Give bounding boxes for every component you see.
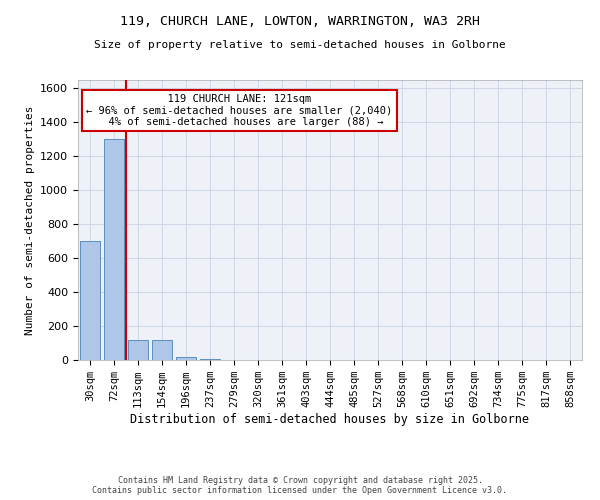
Bar [152, 340, 172, 360]
X-axis label: Distribution of semi-detached houses by size in Golborne: Distribution of semi-detached houses by … [131, 413, 530, 426]
Bar [176, 358, 196, 360]
Bar [104, 140, 124, 360]
Text: 119, CHURCH LANE, LOWTON, WARRINGTON, WA3 2RH: 119, CHURCH LANE, LOWTON, WARRINGTON, WA… [120, 15, 480, 28]
Y-axis label: Number of semi-detached properties: Number of semi-detached properties [25, 106, 35, 335]
Text: Size of property relative to semi-detached houses in Golborne: Size of property relative to semi-detach… [94, 40, 506, 50]
Text: 119 CHURCH LANE: 121sqm  
← 96% of semi-detached houses are smaller (2,040)
  4%: 119 CHURCH LANE: 121sqm ← 96% of semi-de… [86, 94, 392, 127]
Bar [200, 359, 220, 360]
Bar [128, 340, 148, 360]
Text: Contains HM Land Registry data © Crown copyright and database right 2025.
Contai: Contains HM Land Registry data © Crown c… [92, 476, 508, 495]
Bar [80, 241, 100, 360]
